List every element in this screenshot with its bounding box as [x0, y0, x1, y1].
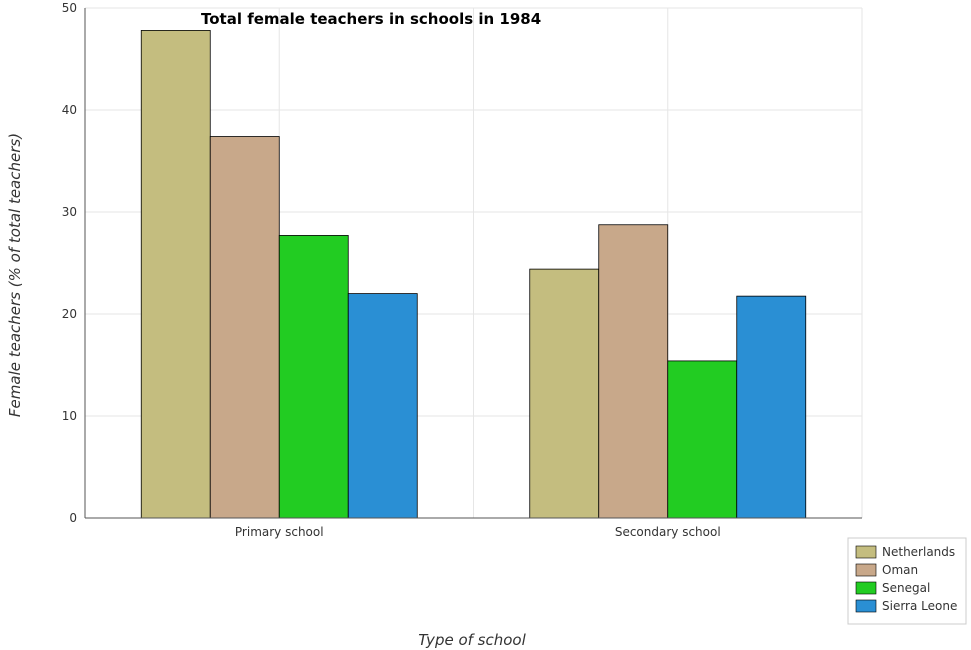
legend-label: Netherlands [882, 545, 955, 559]
bar-oman-secondary-school [598, 224, 669, 519]
tick-labels: 0 10 20 30 40 50 Primary school Secondary schoo… [62, 1, 721, 539]
y-tick-label: 20 [62, 307, 77, 321]
y-tick-label: 40 [62, 103, 77, 117]
legend-swatch [855, 563, 877, 577]
bars [140, 30, 807, 519]
bar-senegal-primary-school [278, 235, 349, 519]
axes [84, 8, 862, 519]
legend: Netherlands Oman Senegal Sierra Leone [847, 537, 967, 625]
bar-senegal-secondary-school [667, 360, 738, 519]
y-tick-label: 0 [69, 511, 77, 525]
legend-swatch [855, 545, 877, 559]
bar-sierra-leone-primary-school [347, 293, 418, 519]
x-axis-label: Type of school [418, 631, 526, 649]
legend-swatch [855, 599, 877, 613]
y-axis-label: Female teachers (% of total teachers) [6, 133, 24, 417]
legend-label: Senegal [882, 581, 930, 595]
x-tick-label: Secondary school [615, 525, 721, 539]
x-tick-label: Primary school [235, 525, 324, 539]
y-tick-label: 10 [62, 409, 77, 423]
bar-netherlands-secondary-school [529, 268, 600, 519]
chart-title: Total female teachers in schools in 1984 [201, 10, 541, 28]
bar-sierra-leone-secondary-school [736, 295, 807, 519]
legend-swatch [855, 581, 877, 595]
bar-netherlands-primary-school [140, 30, 211, 519]
legend-label: Oman [882, 563, 918, 577]
y-tick-label: 30 [62, 205, 77, 219]
legend-label: Sierra Leone [882, 599, 957, 613]
y-tick-label: 50 [62, 1, 77, 15]
bar-oman-primary-school [209, 136, 280, 519]
